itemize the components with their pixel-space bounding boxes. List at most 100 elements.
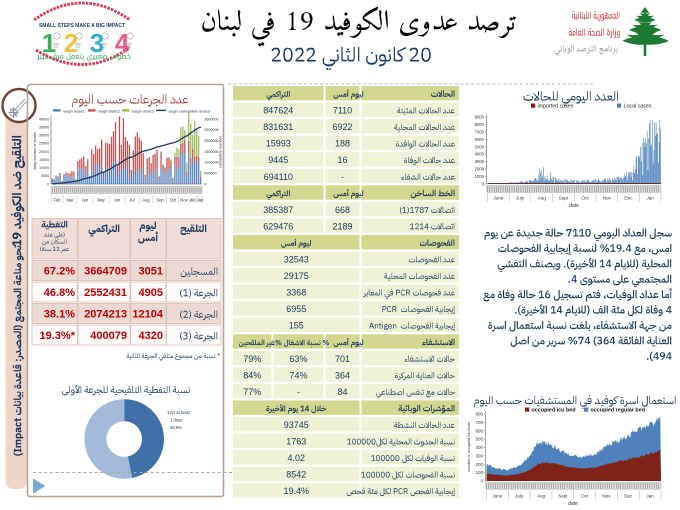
svg-text:8542: 8542 [286, 470, 306, 480]
svg-text:Apr: Apr [82, 198, 89, 203]
svg-text:imported cases: imported cases [538, 104, 574, 110]
svg-text:Jan: Jan [197, 198, 204, 203]
svg-text:number of occupied icu beds: number of occupied icu beds [466, 422, 471, 472]
svg-text:daily number of doses: daily number of doses [33, 132, 37, 169]
svg-text:6000: 6000 [475, 137, 485, 142]
svg-text:date: date [569, 203, 579, 209]
svg-text:364: 364 [335, 370, 350, 380]
svg-text:Sep: Sep [156, 198, 164, 203]
svg-text:-: - [297, 387, 300, 397]
svg-text:déc: déc [190, 198, 197, 203]
svg-text:July: July [515, 494, 524, 499]
svg-text:6922: 6922 [332, 122, 352, 132]
svg-text:19.4%: 19.4% [283, 486, 309, 496]
svg-text:600: 600 [475, 428, 483, 433]
svg-text:20000: 20000 [39, 150, 49, 154]
svg-text:7110: 7110 [333, 106, 352, 116]
svg-text:38.1%: 38.1% [44, 309, 75, 321]
svg-text:831631: 831631 [263, 122, 293, 132]
svg-text:4.02: 4.02 [287, 453, 305, 463]
svg-text:155: 155 [289, 321, 304, 331]
svg-text:Nov: Nov [602, 494, 611, 499]
svg-text:8000: 8000 [475, 122, 485, 127]
svg-text:200: 200 [475, 462, 483, 467]
svg-text:July: July [516, 196, 525, 201]
svg-text:19.3%*: 19.3%* [40, 330, 76, 342]
svg-text:700: 700 [475, 420, 483, 425]
svg-text:40000: 40000 [39, 117, 49, 121]
svg-text:800: 800 [475, 412, 483, 417]
svg-text:Jun: Jun [114, 198, 121, 203]
svg-text:4: 4 [115, 28, 130, 58]
svg-text:10000: 10000 [39, 166, 49, 170]
svg-text:rough dose3: rough dose3 [132, 109, 155, 114]
svg-text:Sept: Sept [558, 494, 568, 499]
svg-text:629476: 629476 [263, 221, 293, 231]
svg-text:Jan: Jan [646, 494, 654, 499]
svg-text:74%: 74% [289, 370, 307, 380]
svg-text:0: 0 [482, 182, 485, 187]
svg-text:15993: 15993 [266, 139, 291, 149]
svg-text:30000: 30000 [39, 134, 49, 138]
svg-text:32543: 32543 [284, 255, 309, 265]
svg-text:1000: 1000 [475, 174, 485, 179]
svg-text:-: - [341, 172, 344, 182]
svg-text:25000: 25000 [39, 142, 49, 146]
svg-text:rough cumulative dose3: rough cumulative dose3 [168, 109, 211, 114]
svg-text:2000: 2000 [475, 167, 485, 172]
svg-text:500000: 500000 [204, 171, 216, 175]
svg-text:668: 668 [335, 205, 350, 215]
svg-text:May: May [97, 198, 106, 203]
svg-text:Oct: Oct [582, 196, 590, 201]
svg-text:1500000: 1500000 [204, 150, 218, 154]
svg-text:63%: 63% [289, 354, 307, 364]
svg-text:67.2%: 67.2% [44, 266, 75, 278]
svg-text:79%: 79% [243, 354, 261, 364]
svg-text:Oct: Oct [581, 494, 589, 499]
svg-text:400: 400 [475, 445, 483, 450]
svg-text:occupied regular bed: occupied regular bed [591, 408, 646, 414]
svg-text:3000: 3000 [475, 159, 485, 164]
svg-text:4000: 4000 [475, 152, 485, 157]
svg-text:1000000: 1000000 [204, 161, 218, 165]
svg-text:46.8%: 46.8% [44, 287, 75, 299]
svg-text:Local cases: Local cases [624, 104, 652, 110]
svg-text:300: 300 [475, 453, 483, 458]
svg-text:0: 0 [47, 182, 49, 186]
svg-text:400079: 400079 [90, 330, 127, 342]
svg-text:Dec: Dec [624, 494, 633, 499]
svg-text:1: 1 [42, 28, 56, 58]
svg-text:Nov: Nov [180, 198, 188, 203]
svg-text:3368: 3368 [286, 288, 306, 298]
svg-text:0: 0 [480, 479, 483, 484]
svg-text:1763: 1763 [286, 437, 306, 447]
svg-text:Oct: Oct [170, 198, 177, 203]
svg-text:2189: 2189 [332, 221, 352, 231]
svg-text:4905: 4905 [139, 287, 163, 299]
svg-text:Aug: Aug [537, 494, 546, 499]
svg-text:Jul: Jul [129, 198, 134, 203]
svg-text:694110: 694110 [264, 172, 293, 182]
svg-text:2000000: 2000000 [204, 139, 218, 143]
svg-text:3: 3 [90, 28, 104, 58]
svg-text:rough dose2: rough dose2 [98, 109, 121, 114]
svg-text:June: June [492, 494, 502, 499]
svg-text:2: 2 [64, 28, 78, 58]
svg-text:12104: 12104 [132, 309, 163, 321]
svg-text:2552431: 2552431 [84, 287, 127, 299]
svg-text:9445: 9445 [268, 155, 288, 165]
svg-text:35000: 35000 [39, 125, 49, 129]
svg-text:16: 16 [337, 155, 347, 165]
svg-text:Aug: Aug [142, 198, 150, 203]
svg-text:June: June [493, 196, 503, 201]
svg-text:cumulative number: cumulative number [219, 135, 223, 168]
svg-text:847624: 847624 [263, 106, 293, 116]
svg-text:701: 701 [335, 354, 350, 364]
svg-text:93745: 93745 [284, 420, 309, 430]
svg-text:occupied icu bed: occupied icu bed [532, 408, 576, 414]
svg-text:2500000: 2500000 [204, 128, 218, 132]
svg-text:385387: 385387 [263, 205, 293, 215]
svg-text:Feb: Feb [53, 198, 61, 203]
svg-text:12yr at least: 12yr at least [167, 410, 191, 415]
svg-text:Nov: Nov [603, 196, 612, 201]
